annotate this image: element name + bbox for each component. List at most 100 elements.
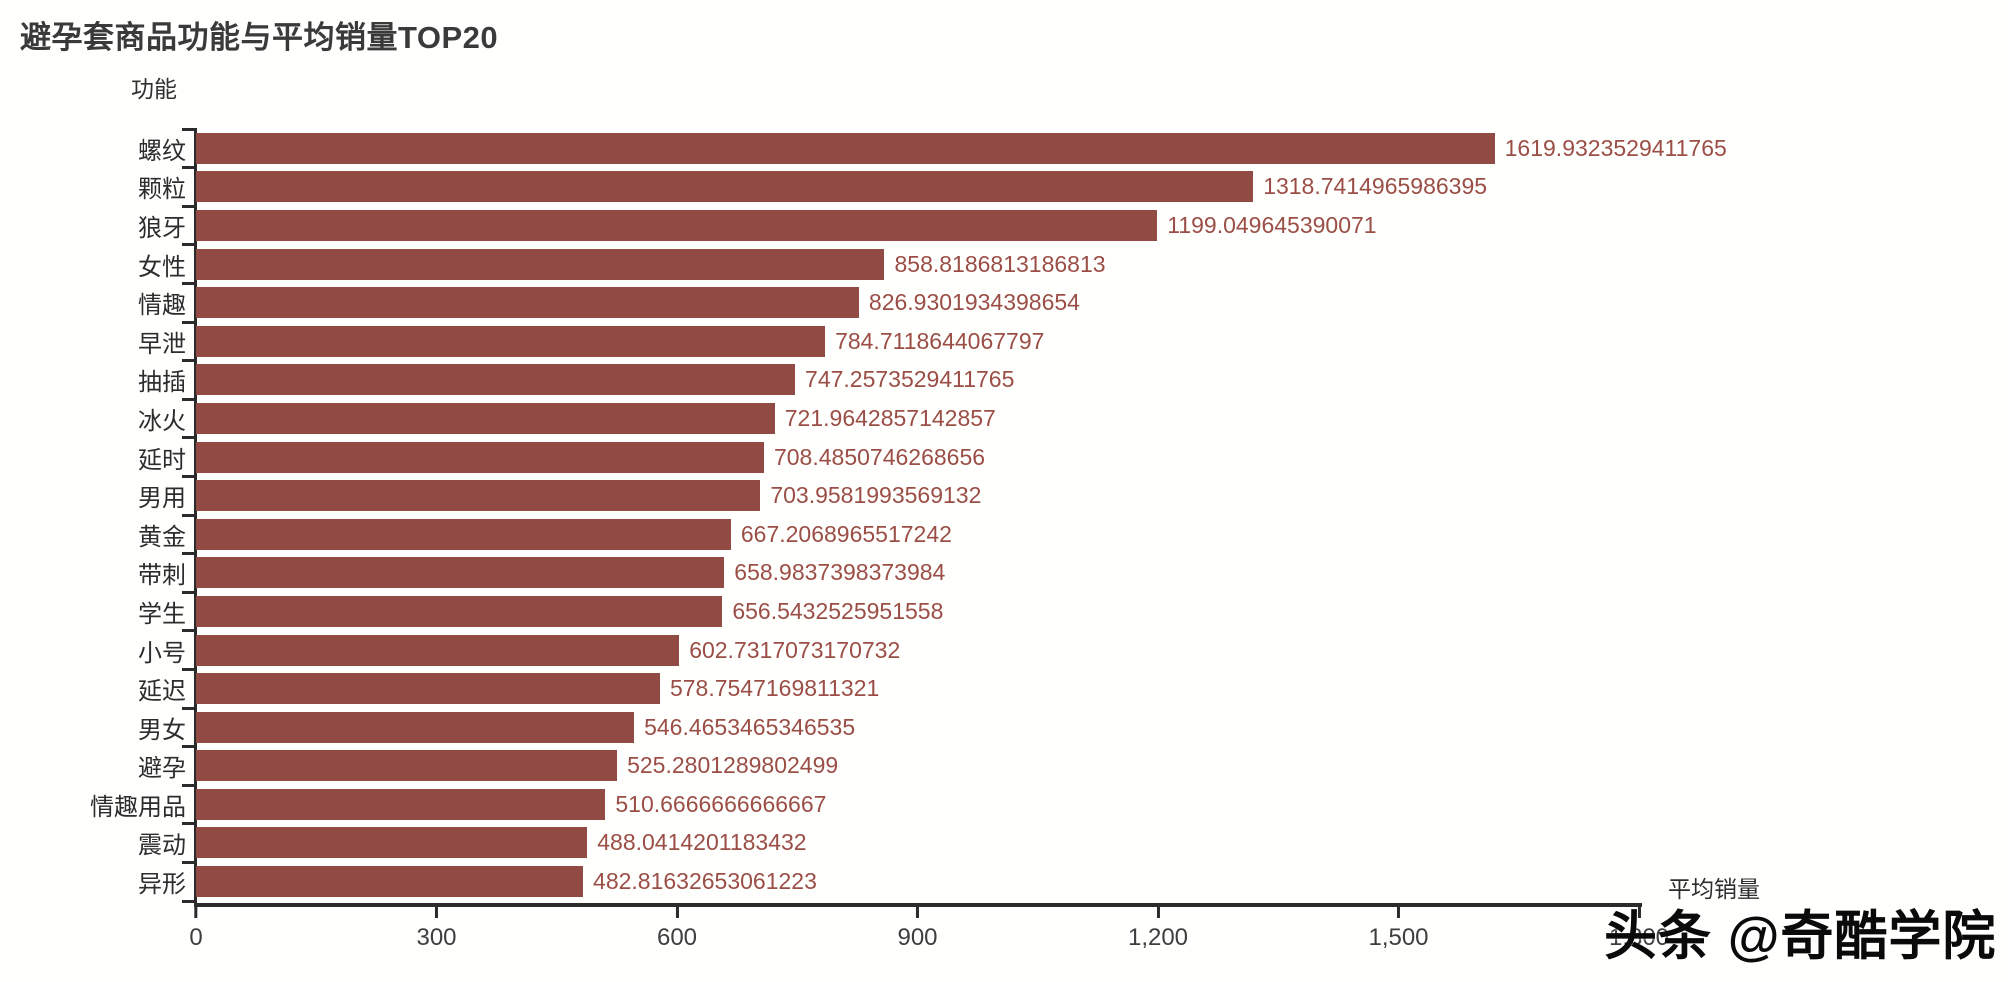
bar-value-label: 858.8186813186813 — [894, 250, 1106, 277]
bar-track: 826.9301934398654 — [196, 287, 1639, 319]
bar-track: 525.2801289802499 — [196, 750, 1639, 782]
bar — [196, 673, 660, 705]
bar-track: 858.8186813186813 — [196, 248, 1639, 280]
y-axis-title: 功能 — [131, 76, 177, 102]
bar-row: 早泄 784.7118644067797 — [0, 322, 2008, 361]
bar-track: 1318.7414965986395 — [196, 171, 1639, 203]
bar-value-label: 721.9642857142857 — [784, 404, 996, 431]
bar-row: 男女 546.4653465346535 — [0, 708, 2008, 747]
x-tick: 1,500 — [1368, 907, 1429, 952]
y-tick-mark — [182, 552, 195, 556]
bar-category-label: 螺纹 — [138, 137, 186, 165]
y-tick-mark — [182, 127, 195, 131]
bar-category-label: 延时 — [138, 446, 186, 474]
bar-value-label: 488.0414201183432 — [597, 829, 807, 856]
y-tick-mark — [182, 706, 195, 710]
bar-category-label: 带刺 — [138, 562, 186, 590]
bar-row: 学生 656.5432525951558 — [0, 592, 2008, 631]
y-tick-mark — [182, 667, 195, 671]
bar-row: 情趣用品 510.6666666666667 — [0, 785, 2008, 824]
y-tick-mark — [182, 745, 195, 749]
bar-row: 延时 708.4850746268656 — [0, 438, 2008, 477]
bar-category-label: 狼牙 — [138, 214, 186, 242]
bar-value-label: 1318.7414965986395 — [1263, 173, 1488, 200]
bar-category-label: 黄金 — [138, 523, 186, 551]
bar-value-label: 1199.049645390071 — [1167, 211, 1377, 238]
bar-row: 带刺 658.9837398373984 — [0, 554, 2008, 593]
bar — [196, 248, 885, 280]
bar-row: 避孕 525.2801289802499 — [0, 747, 2008, 786]
bar-value-label: 658.9837398373984 — [734, 559, 946, 586]
bar-track: 602.7317073170732 — [196, 634, 1639, 666]
y-tick-mark — [182, 166, 195, 170]
bar-track: 578.7547169811321 — [196, 673, 1639, 705]
bar-track: 1619.9323529411765 — [196, 132, 1727, 164]
y-tick-mark — [182, 629, 195, 633]
bar-value-label: 708.4850746268656 — [773, 443, 986, 470]
y-tick-mark — [182, 320, 195, 324]
bar — [196, 132, 1495, 164]
bar-row: 延迟 578.7547169811321 — [0, 669, 2008, 708]
bar-row: 男用 703.9581993569132 — [0, 476, 2008, 515]
x-tick-label: 1,200 — [1127, 924, 1189, 951]
x-tick-label: 900 — [897, 924, 938, 951]
bar-category-label: 小号 — [138, 639, 186, 667]
x-tick-mark — [434, 907, 438, 918]
y-tick-mark — [182, 590, 195, 594]
bar-value-label: 747.2573529411765 — [805, 366, 1015, 393]
x-axis-title: 平均销量 — [1668, 876, 1760, 902]
bar-category-label: 学生 — [138, 600, 186, 628]
bar-track: 488.0414201183432 — [196, 827, 1639, 859]
bar-row: 女性 858.8186813186813 — [0, 245, 2008, 284]
bar-value-label: 656.5432525951558 — [732, 597, 944, 624]
x-tick-label: 1,800 — [1608, 924, 1670, 951]
y-tick-mark — [182, 860, 195, 864]
bar-row: 狼牙 1199.049645390071 — [0, 206, 2008, 245]
y-tick-mark — [182, 397, 195, 401]
bar — [196, 480, 761, 512]
x-tick-mark — [675, 907, 679, 918]
bar-value-label: 667.2068965517242 — [740, 520, 952, 547]
bar-value-label: 578.7547169811321 — [669, 675, 880, 702]
bar-category-label: 冰火 — [138, 407, 186, 435]
bar-category-label: 早泄 — [138, 330, 186, 358]
y-tick-mark — [182, 474, 195, 478]
bar — [196, 287, 859, 319]
x-tick: 1,200 — [1128, 907, 1188, 952]
bar-track: 482.81632653061223 — [196, 866, 1639, 898]
bar — [196, 750, 618, 782]
x-tick-mark — [1637, 907, 1641, 918]
bar-category-label: 避孕 — [138, 755, 186, 783]
bar — [196, 711, 635, 743]
bar-track: 658.9837398373984 — [196, 557, 1639, 589]
bar-value-label: 784.7118644067797 — [835, 327, 1045, 354]
bar — [196, 171, 1254, 203]
bar-category-label: 震动 — [138, 832, 186, 860]
bar-track: 546.4653465346535 — [196, 711, 1639, 743]
bar-track: 510.6666666666667 — [196, 788, 1639, 820]
bar — [196, 518, 731, 550]
x-tick-label: 600 — [656, 924, 698, 951]
bar-value-label: 510.6666666666667 — [615, 790, 827, 817]
bar-category-label: 颗粒 — [138, 176, 186, 204]
bar-value-label: 826.9301934398654 — [868, 289, 1080, 316]
bar-rows: 螺纹 1619.9323529411765 颗粒 1318.7414965986… — [0, 129, 2008, 901]
x-tick-label: 1,500 — [1368, 924, 1429, 951]
bar-row: 抽插 747.2573529411765 — [0, 361, 2008, 400]
x-tick-mark — [1156, 907, 1160, 918]
x-tick-mark — [915, 907, 919, 918]
bar-track: 708.4850746268656 — [196, 441, 1639, 473]
bar-category-label: 男女 — [138, 716, 186, 744]
bar-value-label: 1619.9323529411765 — [1504, 134, 1727, 161]
bar — [196, 595, 723, 627]
bar-track: 721.9642857142857 — [196, 402, 1639, 434]
bar-row: 异形 482.81632653061223 — [0, 862, 2008, 901]
y-tick-mark — [182, 359, 195, 363]
y-tick-mark — [182, 436, 195, 440]
y-tick-mark — [182, 513, 195, 517]
bar-track: 667.2068965517242 — [196, 518, 1639, 550]
bar-category-label: 情趣 — [138, 292, 186, 320]
bar-category-label: 延迟 — [138, 678, 186, 706]
bar — [196, 827, 588, 859]
bar-track: 784.7118644067797 — [196, 325, 1639, 357]
